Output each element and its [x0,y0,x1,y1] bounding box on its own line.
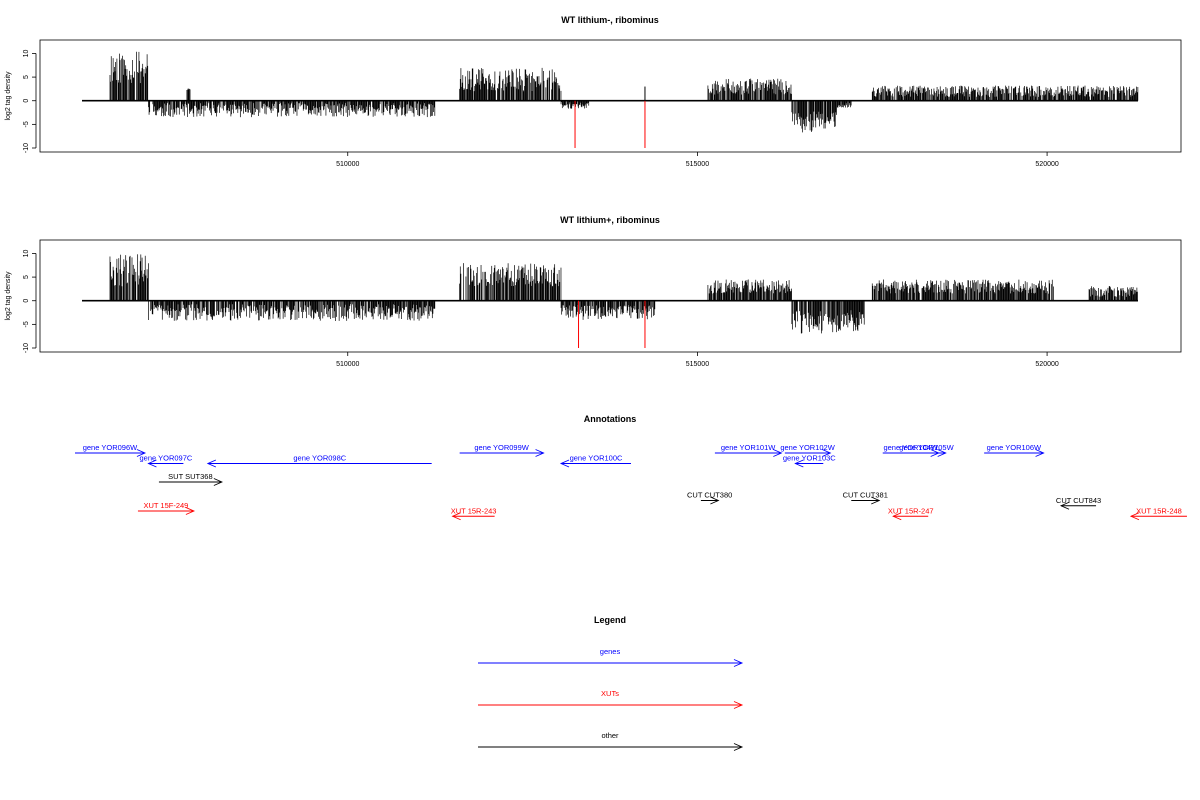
annotation-label: XUT 15F-249 [143,501,188,510]
annotation-arrow [851,496,881,505]
plot-frame [39,239,1182,353]
legend-arrow [478,659,744,667]
annotation-arrow [459,449,545,457]
annotation-arrow [75,449,147,457]
legend-title: Legend [594,615,626,625]
annotation-arrow [714,449,783,457]
x-axis: 510000 515000 520000 [336,152,1059,168]
y-tick-label: 0 [23,99,30,103]
annotation-arrow [206,459,432,468]
y-axis-label: log2 tag density [5,271,12,321]
legend-arrow [478,701,744,709]
annotation-arrow [137,507,196,515]
annotation-arrow [907,449,947,457]
panel-title: WT lithium-, ribominus [561,15,659,25]
coverage-bars [82,51,1139,148]
y-axis-label: log2 tag density [5,71,12,121]
annotation-arrow [147,459,184,468]
coverage-panel-lithium-minus: WT lithium-, ribominus log2 tag density … [5,15,1182,168]
y-tick-label: -5 [23,321,30,327]
annotation-arrow [158,478,223,486]
legend: Legend genes XUTs other [478,615,744,751]
plot-frame [39,39,1182,153]
x-axis: 510000 515000 520000 [336,352,1059,368]
annotation-label: gene YOR098C [293,454,346,463]
coverage-panel-lithium-plus: WT lithium+, ribominus log2 tag density … [5,215,1182,368]
coverage-bars [82,254,1138,348]
annotations-title: Annotations [584,414,637,424]
annotation-label: gene YOR101W [721,443,776,452]
y-axis: -10 -5 0 5 10 [23,49,37,153]
x-tick-label: 510000 [336,161,359,168]
annotation-label: gene YOR102W [780,443,835,452]
annotation-label: XUT 15R-248 [1136,506,1182,515]
legend-entries: genes XUTs other [478,647,744,751]
y-tick-label: 10 [23,249,30,257]
annotation-label: gene YOR097C [140,454,193,463]
annotation-label: CUT CUT381 [843,491,888,500]
panel-title: WT lithium+, ribominus [560,215,660,225]
annotation-arrow [892,512,929,521]
annotation-label: gene YOR100C [570,454,623,463]
annotation-arrow [451,512,495,521]
annotation-arrow [984,449,1045,457]
annotation-label: gene YOR104W [883,443,938,452]
x-tick-label: 510000 [336,361,359,368]
y-tick-label: -10 [23,343,30,353]
legend-label: XUTs [601,689,619,698]
annotation-label: SUT SUT368 [168,472,212,481]
annotation-arrow [794,459,824,468]
y-tick-label: 10 [23,49,30,57]
annotation-label: CUT CUT843 [1056,496,1101,505]
y-tick-label: 5 [23,75,30,79]
x-tick-label: 520000 [1035,161,1058,168]
y-tick-label: -10 [23,143,30,153]
y-tick-label: 5 [23,275,30,279]
annotation-label: gene YOR105W [899,443,954,452]
annotation-arrow [559,459,631,468]
x-tick-label: 520000 [1035,361,1058,368]
annotation-label: XUT 15R-247 [888,506,934,515]
annotation-label: gene YOR099W [474,443,529,452]
annotation-arrow [1059,501,1097,510]
annotation-label: CUT CUT380 [687,491,732,500]
annotation-arrow [784,449,832,457]
annotation-label: XUT 15R-243 [451,506,497,515]
annotation-arrow [700,496,720,505]
annotation-label: gene YOR103C [783,454,836,463]
y-tick-label: 0 [23,299,30,303]
x-tick-label: 515000 [686,361,709,368]
legend-label: other [601,731,619,740]
y-tick-label: -5 [23,121,30,127]
legend-arrow [478,743,744,751]
y-axis: -10 -5 0 5 10 [23,249,37,353]
annotation-label: gene YOR096W [83,443,138,452]
legend-label: genes [600,647,621,656]
x-tick-label: 515000 [686,161,709,168]
annotation-arrow [1129,512,1187,521]
annotation-label: gene YOR106W [987,443,1042,452]
